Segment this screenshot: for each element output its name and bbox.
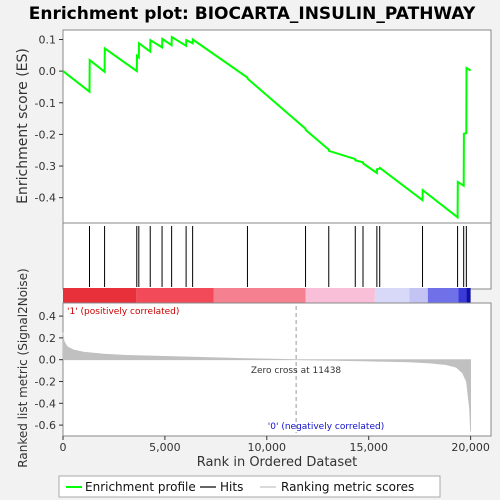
legend-item-ranking-metric: Ranking metric scores bbox=[260, 480, 414, 494]
heatmap-segment bbox=[409, 288, 428, 303]
es-y-tick-label: -0.3 bbox=[35, 160, 56, 173]
metric-y-axis: -0.6 -0.4 -0.2 0.0 0.2 0.4 bbox=[35, 310, 63, 432]
es-y-axis-label: Enrichment score (ES) bbox=[15, 48, 31, 204]
metric-y-tick-label: 0.0 bbox=[39, 354, 57, 367]
es-panel bbox=[62, 29, 492, 224]
heatmap-segment bbox=[63, 288, 137, 303]
x-tick-label: 0 bbox=[60, 441, 67, 454]
es-y-tick-label: -0.2 bbox=[35, 128, 56, 141]
es-y-tick-label: 0.0 bbox=[39, 65, 57, 78]
metric-y-tick-label: 0.2 bbox=[39, 332, 57, 345]
legend-item-hits: Hits bbox=[200, 480, 243, 494]
metric-y-axis-label: Ranked list metric (Signal2Noise) bbox=[16, 268, 30, 467]
legend-item-enrichment-profile: Enrichment profile bbox=[66, 480, 196, 494]
hits-panel bbox=[62, 222, 492, 290]
ranking-metric-fill bbox=[62, 332, 471, 432]
es-y-tick-label: 0.1 bbox=[39, 33, 57, 46]
zero-cross-label: Zero cross at 11438 bbox=[251, 366, 342, 376]
x-tick-label: 10,000 bbox=[248, 441, 287, 454]
x-axis: 0 5,000 10,000 15,000 20,000 bbox=[60, 436, 490, 454]
chart-title: Enrichment plot: BIOCARTA_INSULIN_PATHWA… bbox=[29, 4, 476, 24]
positive-correlation-label: '1' (positively correlated) bbox=[67, 307, 179, 317]
heatmap-segment bbox=[466, 288, 471, 303]
heatmap-segment bbox=[305, 288, 375, 303]
metric-panel bbox=[62, 302, 492, 437]
enrichment-profile-line bbox=[62, 35, 472, 220]
heatmap-segment bbox=[458, 288, 467, 303]
x-tick-label: 5,000 bbox=[149, 441, 181, 454]
legend-label-enrichment: Enrichment profile bbox=[85, 480, 196, 494]
legend-box bbox=[58, 475, 441, 498]
metric-y-tick-label: 0.4 bbox=[39, 310, 57, 323]
heatmap-segment bbox=[136, 288, 214, 303]
enrichment-profile bbox=[62, 35, 472, 220]
metric-y-tick-label: -0.4 bbox=[35, 397, 56, 410]
metric-y-tick-label: -0.2 bbox=[35, 375, 56, 388]
x-tick-label: 15,000 bbox=[349, 441, 388, 454]
es-y-tick-label: -0.4 bbox=[35, 192, 56, 205]
rank-heatmap-bar bbox=[63, 288, 471, 303]
metric-y-tick-label: -0.6 bbox=[35, 419, 56, 432]
heatmap-segment bbox=[427, 288, 459, 303]
ranking-metric-area bbox=[62, 306, 471, 433]
negative-correlation-label: '0' (negatively correlated) bbox=[268, 422, 384, 432]
legend-label-ranking: Ranking metric scores bbox=[281, 480, 414, 494]
es-y-tick-label: -0.1 bbox=[35, 97, 56, 110]
es-y-axis: -0.4 -0.3 -0.2 -0.1 0.0 0.1 bbox=[35, 33, 63, 205]
heatmap-segment bbox=[374, 288, 410, 303]
hits-marks bbox=[88, 226, 467, 287]
legend-label-hits: Hits bbox=[220, 480, 243, 494]
heatmap-segment bbox=[213, 288, 306, 303]
x-tick-label: 20,000 bbox=[451, 441, 490, 454]
x-axis-label: Rank in Ordered Dataset bbox=[197, 455, 358, 470]
